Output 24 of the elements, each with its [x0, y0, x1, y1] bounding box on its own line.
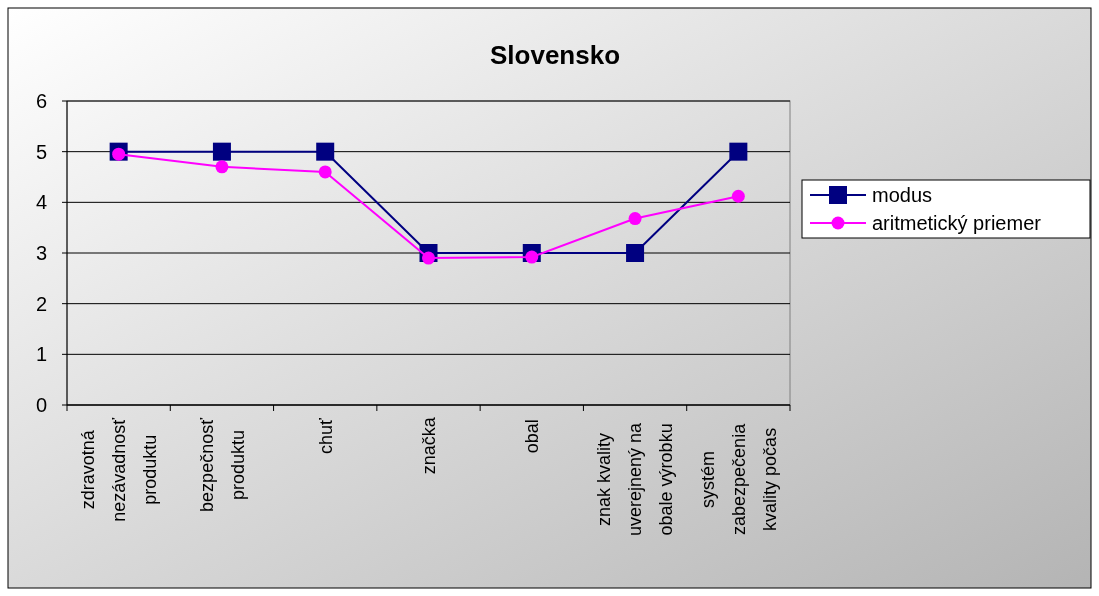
x-tick-label: znak kvality uverejnený na obale výrobku: [594, 421, 677, 536]
y-tick-label: 3: [35, 242, 47, 264]
point: [318, 165, 332, 179]
y-tick-label: 2: [35, 292, 47, 315]
legend-label: aritmetický priemer: [872, 212, 1042, 234]
y-tick-label: 6: [35, 90, 47, 112]
point: [731, 189, 745, 203]
x-tick-label: zdravotná nezávadnosť produktu: [77, 417, 160, 522]
y-tick-label: 5: [35, 140, 47, 163]
y-tick-label: 0: [35, 394, 47, 416]
chart-title: Slovensko: [489, 40, 621, 70]
y-tick-label: 4: [35, 191, 47, 214]
y-tick-label: 1: [35, 343, 47, 366]
x-tick-label: obal: [522, 419, 543, 454]
x-tick-label: bezpečnosť produktu: [196, 417, 248, 512]
x-tick-label: chuť: [315, 418, 336, 455]
legend-label: modus: [872, 184, 933, 206]
point: [626, 244, 645, 262]
x-tick-label: značka: [418, 416, 439, 475]
point: [212, 142, 231, 161]
point: [215, 160, 229, 174]
point: [628, 212, 642, 226]
point: [316, 142, 335, 161]
point: [729, 142, 748, 161]
